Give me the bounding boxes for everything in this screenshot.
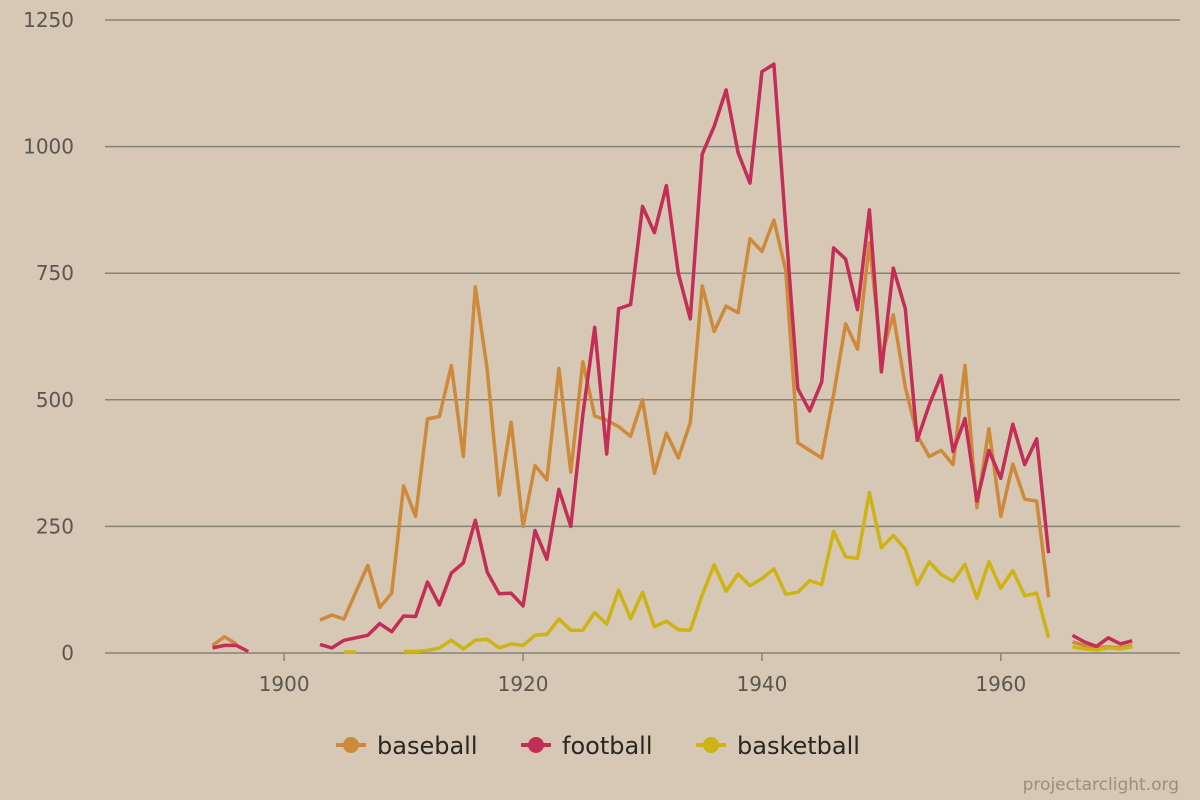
legend: baseball football basketball: [336, 732, 860, 760]
series-line-basketball-segment-2: [403, 490, 1051, 654]
x-tick-label: 1900: [259, 672, 310, 696]
x-tick-label: 1960: [975, 672, 1026, 696]
watermark: projectarclight.org: [1023, 775, 1179, 795]
series-line-baseball-segment-2: [319, 218, 1051, 622]
legend-label: baseball: [377, 732, 478, 760]
y-tick-label: 0: [61, 641, 74, 665]
series-lines: [211, 62, 1133, 654]
y-tick-label: 1000: [23, 135, 74, 159]
series-line-football-segment-2: [319, 62, 1051, 650]
y-tick-label: 250: [36, 514, 74, 538]
y-axis-tick-labels: 0 250 500 750 1000 1250: [23, 8, 74, 665]
y-tick-label: 750: [36, 261, 74, 285]
legend-swatch-marker: [528, 737, 544, 753]
legend-item-baseball: baseball: [336, 732, 478, 760]
x-tick-label: 1920: [498, 672, 549, 696]
x-axis-tick-labels: 1900 1920 1940 1960: [259, 653, 1026, 696]
series-line-basketball-segment-3: [1072, 645, 1133, 652]
legend-item-basketball: basketball: [696, 732, 860, 760]
series-line-football-segment-3: [1071, 633, 1133, 649]
series-line-football-segment-1: [212, 643, 250, 654]
series-line-baseball-segment-1: [211, 635, 238, 647]
legend-swatch-marker: [343, 737, 359, 753]
x-tick-label: 1940: [736, 672, 787, 696]
legend-label: basketball: [737, 732, 860, 760]
legend-label: football: [562, 732, 653, 760]
legend-swatch-marker: [703, 737, 719, 753]
legend-item-football: football: [521, 732, 653, 760]
gridlines: [105, 19, 1180, 654]
y-tick-label: 500: [36, 388, 74, 412]
y-tick-label: 1250: [23, 8, 74, 32]
